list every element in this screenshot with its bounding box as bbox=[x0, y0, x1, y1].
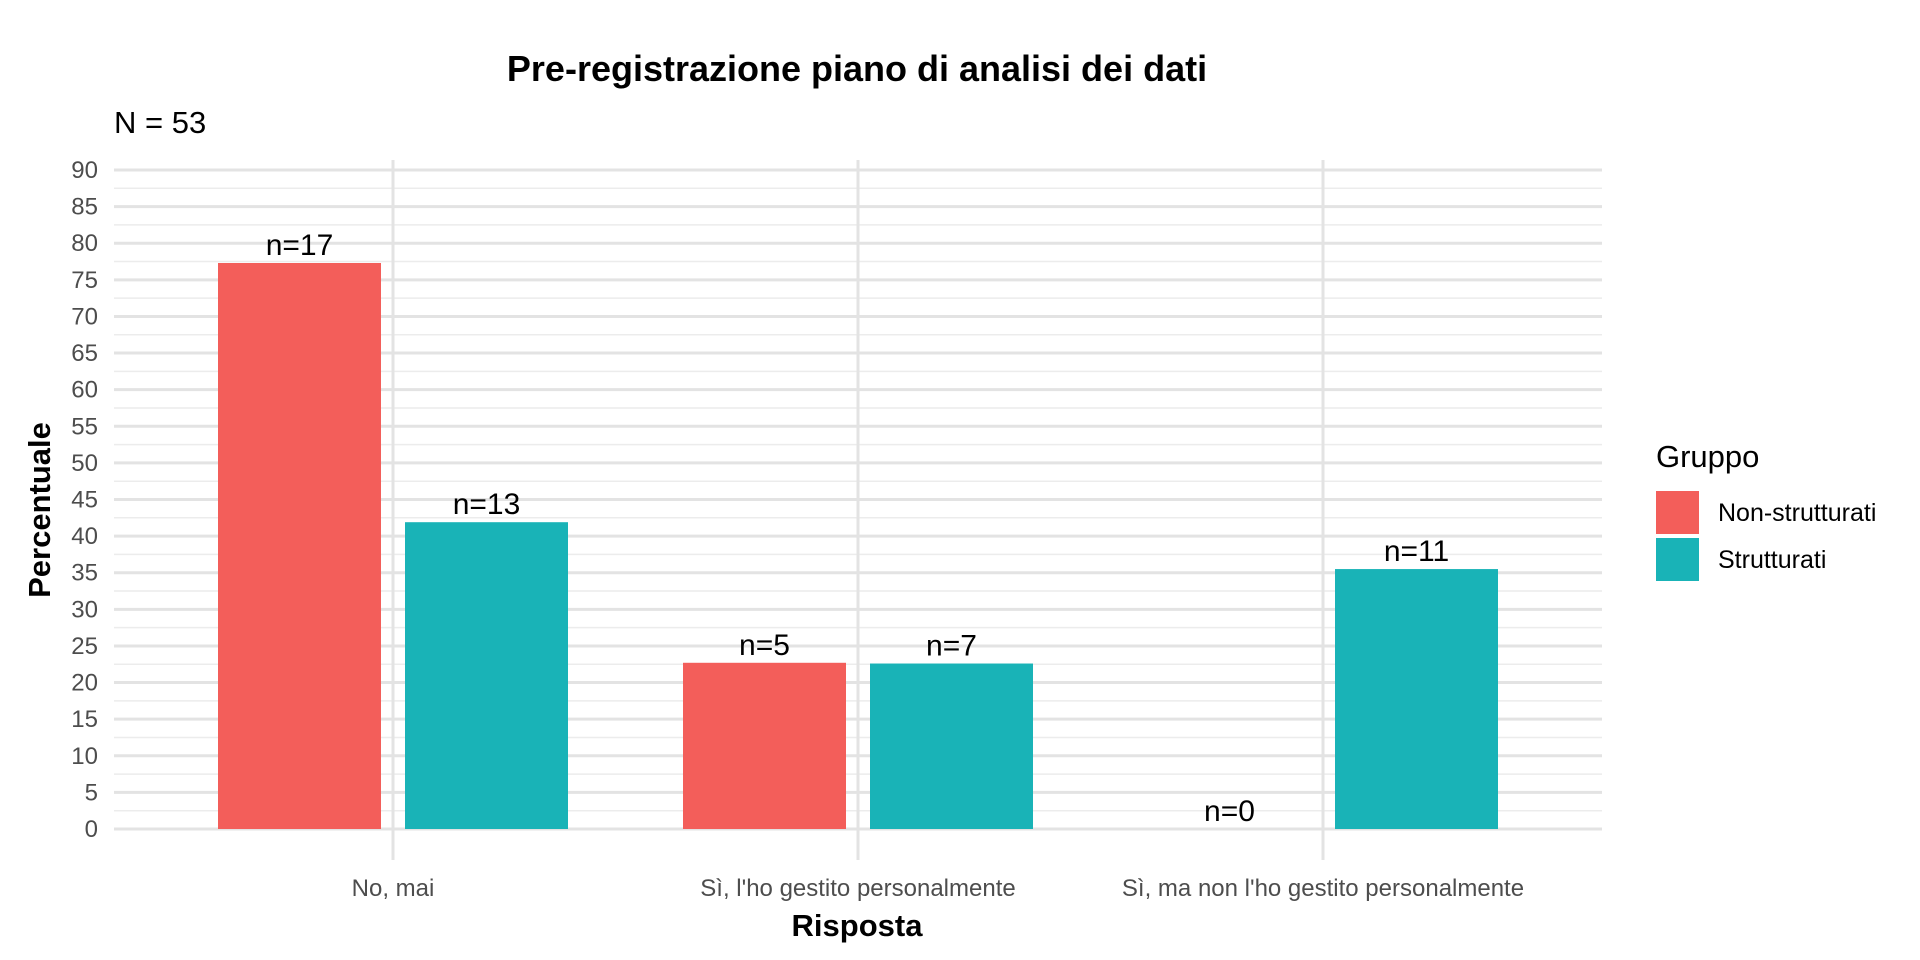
legend-swatch bbox=[1656, 538, 1699, 581]
legend-label: Strutturati bbox=[1718, 546, 1826, 574]
y-tick-label: 35 bbox=[71, 560, 98, 587]
legend-title: Gruppo bbox=[1656, 439, 1759, 474]
bar-data-label: n=5 bbox=[739, 629, 790, 662]
y-tick-label: 90 bbox=[71, 157, 98, 184]
y-tick-label: 40 bbox=[71, 523, 98, 550]
x-axis-title: Risposta bbox=[792, 908, 924, 943]
legend: Gruppo Non-strutturati Strutturati bbox=[1656, 439, 1876, 581]
y-tick-label: 70 bbox=[71, 303, 98, 330]
chart-subtitle: N = 53 bbox=[114, 105, 206, 140]
chart-title: Pre-registrazione piano di analisi dei d… bbox=[507, 48, 1207, 89]
x-tick-label: No, mai bbox=[352, 875, 435, 902]
bar bbox=[218, 262, 381, 830]
y-tick-label: 65 bbox=[71, 340, 98, 367]
y-tick-label: 15 bbox=[71, 706, 98, 733]
y-tick-label: 60 bbox=[71, 377, 98, 404]
y-tick-label: 0 bbox=[85, 816, 98, 843]
bars-layer bbox=[218, 262, 1498, 830]
y-tick-label: 5 bbox=[85, 779, 98, 806]
legend-swatch bbox=[1656, 491, 1699, 534]
x-tick-label: Sì, l'ho gestito personalmente bbox=[700, 875, 1015, 902]
x-tick-label: Sì, ma non l'ho gestito personalmente bbox=[1122, 875, 1524, 902]
y-tick-label: 20 bbox=[71, 670, 98, 697]
bar-data-label: n=17 bbox=[266, 229, 334, 262]
x-tick-labels: No, mai Sì, l'ho gestito personalmente Sì,… bbox=[352, 875, 1524, 902]
y-tick-label: 80 bbox=[71, 230, 98, 257]
bar bbox=[405, 522, 568, 829]
bar-data-label: n=11 bbox=[1384, 535, 1449, 568]
bar-data-label: n=13 bbox=[453, 488, 521, 521]
y-tick-label: 55 bbox=[71, 413, 98, 440]
bar-labels-layer: n=17 n=5 n=0 n=13 n=7 n=11 bbox=[266, 229, 1449, 828]
y-tick-labels: 0 5 10 15 20 25 30 35 40 45 50 55 60 65 70 75 80 85 90 bbox=[71, 157, 98, 843]
y-tick-label: 10 bbox=[71, 743, 98, 770]
bar bbox=[1335, 569, 1498, 829]
bar bbox=[870, 663, 1033, 829]
y-tick-label: 30 bbox=[71, 596, 98, 623]
y-tick-label: 85 bbox=[71, 194, 98, 221]
legend-label: Non-strutturati bbox=[1718, 499, 1876, 527]
y-tick-label: 45 bbox=[71, 487, 98, 514]
bar bbox=[683, 662, 846, 829]
y-tick-label: 75 bbox=[71, 267, 98, 294]
legend-items: Non-strutturati Strutturati bbox=[1656, 491, 1876, 581]
y-tick-label: 50 bbox=[71, 450, 98, 477]
y-tick-label: 25 bbox=[71, 633, 98, 660]
y-axis-title: Percentuale bbox=[22, 422, 57, 598]
bar-data-label: n=7 bbox=[926, 630, 977, 663]
bar-data-label: n=0 bbox=[1204, 795, 1255, 828]
